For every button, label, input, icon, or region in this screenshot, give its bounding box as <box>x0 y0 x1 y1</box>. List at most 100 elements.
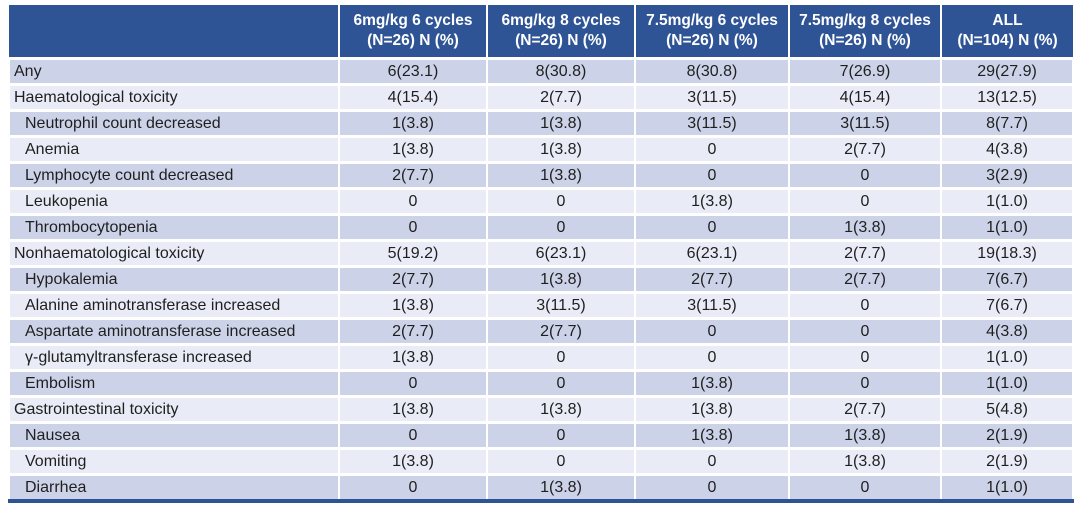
header-cell-7-5mg-6cycles: 7.5mg/kg 6 cycles (N=26) N (%) <box>634 5 790 59</box>
toxicity-table: 6mg/kg 6 cycles (N=26) N (%) 6mg/kg 8 cy… <box>8 5 1074 503</box>
cell-value: 3(11.5) <box>788 109 942 138</box>
cell-value: 1(3.8) <box>788 213 942 242</box>
header-line2: (N=26) N (%) <box>819 32 911 49</box>
header-line2: (N=26) N (%) <box>367 32 459 49</box>
cell-value: 0 <box>634 161 790 190</box>
cell-value: 2(7.7) <box>788 265 942 294</box>
cell-value: 0 <box>788 317 942 346</box>
cell-value: 19(18.3) <box>940 239 1074 268</box>
header-cell-6mg-8cycles: 6mg/kg 8 cycles (N=26) N (%) <box>486 5 636 59</box>
row-label: Any <box>8 57 340 86</box>
cell-value: 1(3.8) <box>338 135 488 164</box>
cell-value: 3(11.5) <box>486 291 636 320</box>
cell-value: 4(15.4) <box>338 83 488 112</box>
row-label: Anemia <box>8 135 340 164</box>
row-label: Gastrointestinal toxicity <box>8 395 340 424</box>
table-row: Diarrhea 0 1(3.8) 0 0 1(1.0) <box>8 473 1074 503</box>
row-label: Embolism <box>8 369 340 398</box>
table-row: γ-glutamyltransferase increased 1(3.8) 0 0 0… <box>8 343 1074 372</box>
cell-value: 7(26.9) <box>788 57 942 86</box>
cell-value: 1(3.8) <box>486 135 636 164</box>
cell-value: 0 <box>788 291 942 320</box>
cell-value: 0 <box>486 447 636 476</box>
header-line1: 6mg/kg 8 cycles <box>501 11 621 29</box>
cell-value: 0 <box>634 317 790 346</box>
cell-value: 29(27.9) <box>940 57 1074 86</box>
cell-value: 1(1.0) <box>940 473 1074 503</box>
cell-value: 3(11.5) <box>634 109 790 138</box>
row-label: Diarrhea <box>8 473 340 503</box>
cell-value: 8(30.8) <box>634 57 790 86</box>
row-label: Haematological toxicity <box>8 83 340 112</box>
cell-value: 0 <box>338 213 488 242</box>
row-label: Vomiting <box>8 447 340 476</box>
row-label: Nausea <box>8 421 340 450</box>
table-row: Hypokalemia 2(7.7) 1(3.8) 2(7.7) 2(7.7) 7(6.7… <box>8 265 1074 294</box>
cell-value: 5(4.8) <box>940 395 1074 424</box>
header-line2: (N=104) N (%) <box>957 32 1058 49</box>
cell-value: 1(3.8) <box>486 265 636 294</box>
row-label: γ-glutamyltransferase increased <box>8 343 340 372</box>
cell-value: 1(3.8) <box>338 291 488 320</box>
cell-value: 0 <box>486 213 636 242</box>
cell-value: 0 <box>788 369 942 398</box>
cell-value: 4(3.8) <box>940 317 1074 346</box>
cell-value: 1(3.8) <box>634 187 790 216</box>
cell-value: 0 <box>338 421 488 450</box>
cell-value: 0 <box>486 343 636 372</box>
row-label: Lymphocyte count decreased <box>8 161 340 190</box>
table-row: Lymphocyte count decreased 2(7.7) 1(3.8) 0 0… <box>8 161 1074 190</box>
cell-value: 1(3.8) <box>788 447 942 476</box>
table-row: Neutrophil count decreased 1(3.8) 1(3.8) 3(… <box>8 109 1074 138</box>
cell-value: 2(7.7) <box>338 161 488 190</box>
cell-value: 6(23.1) <box>486 239 636 268</box>
cell-value: 8(30.8) <box>486 57 636 86</box>
header-cell-7-5mg-8cycles: 7.5mg/kg 8 cycles (N=26) N (%) <box>788 5 942 59</box>
row-label: Neutrophil count decreased <box>8 109 340 138</box>
cell-value: 7(6.7) <box>940 265 1074 294</box>
header-line1: ALL <box>992 11 1023 29</box>
table-row: Thrombocytopenia 0 0 0 1(3.8) 1(1.0) <box>8 213 1074 242</box>
cell-value: 0 <box>788 187 942 216</box>
cell-value: 3(11.5) <box>634 83 790 112</box>
table-row: Nonhaematological toxicity 5(19.2) 6(23.1)… <box>8 239 1074 268</box>
cell-value: 0 <box>486 421 636 450</box>
cell-value: 1(3.8) <box>486 473 636 503</box>
cell-value: 2(7.7) <box>788 239 942 268</box>
cell-value: 0 <box>634 473 790 503</box>
header-row: 6mg/kg 6 cycles (N=26) N (%) 6mg/kg 8 cy… <box>9 5 1073 59</box>
row-label: Aspartate aminotransferase increased <box>8 317 340 346</box>
row-label: Nonhaematological toxicity <box>8 239 340 268</box>
table-row: Anemia 1(3.8) 1(3.8) 0 2(7.7) 4(3.8) <box>8 135 1074 164</box>
cell-value: 2(7.7) <box>486 83 636 112</box>
header-line1: 7.5mg/kg 6 cycles <box>646 11 778 29</box>
cell-value: 1(3.8) <box>338 395 488 424</box>
cell-value: 2(1.9) <box>940 421 1074 450</box>
row-label: Hypokalemia <box>8 265 340 294</box>
table-row: Vomiting 1(3.8) 0 0 1(3.8) 2(1.9) <box>8 447 1074 476</box>
cell-value: 1(3.8) <box>486 109 636 138</box>
cell-value: 1(3.8) <box>338 447 488 476</box>
cell-value: 2(1.9) <box>940 447 1074 476</box>
cell-value: 0 <box>634 213 790 242</box>
cell-value: 0 <box>634 447 790 476</box>
header-line2: (N=26) N (%) <box>515 32 607 49</box>
cell-value: 4(3.8) <box>940 135 1074 164</box>
header-cell-all: ALL (N=104) N (%) <box>940 5 1073 59</box>
cell-value: 0 <box>788 473 942 503</box>
row-label: Alanine aminotransferase increased <box>8 291 340 320</box>
cell-value: 8(7.7) <box>940 109 1074 138</box>
cell-value: 2(7.7) <box>788 395 942 424</box>
cell-value: 2(7.7) <box>338 265 488 294</box>
header-cell-empty <box>9 5 340 59</box>
table-row: Leukopenia 0 0 1(3.8) 0 1(1.0) <box>8 187 1074 216</box>
cell-value: 1(3.8) <box>788 421 942 450</box>
row-label: Thrombocytopenia <box>8 213 340 242</box>
header-cell-6mg-6cycles: 6mg/kg 6 cycles (N=26) N (%) <box>338 5 488 59</box>
cell-value: 13(12.5) <box>940 83 1074 112</box>
header-line1: 6mg/kg 6 cycles <box>353 11 473 29</box>
table-row: Any 6(23.1) 8(30.8) 8(30.8) 7(26.9) 29(27.9) <box>8 57 1074 86</box>
cell-value: 4(15.4) <box>788 83 942 112</box>
cell-value: 0 <box>788 161 942 190</box>
table-row: Embolism 0 0 1(3.8) 0 1(1.0) <box>8 369 1074 398</box>
